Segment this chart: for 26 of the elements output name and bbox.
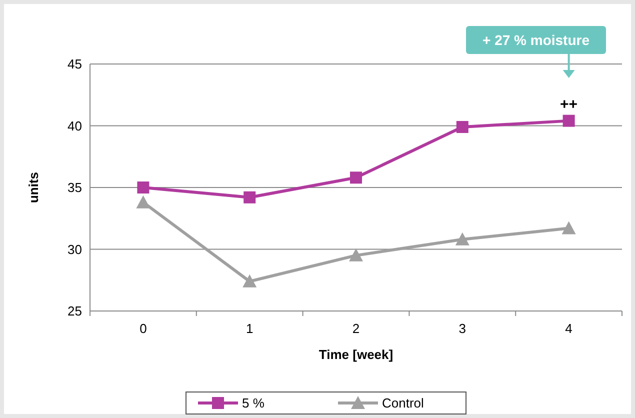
x-tick-label: 4 [565,321,572,336]
x-tick-label: 3 [458,321,466,336]
annotation: ++ [560,96,578,113]
text: + 27 % moisture [482,32,590,48]
y-tick-label: 35 [68,180,82,196]
y-tick-label: 45 [68,56,82,72]
point [562,221,576,234]
y-tick-label: 40 [68,118,82,134]
point [350,172,362,184]
legend-label: 5 % [242,396,265,411]
x-tick-label: 2 [352,321,360,336]
point [242,274,257,288]
y-tick-label: 25 [68,304,82,319]
y-axis-title: units [26,172,41,204]
point [137,182,150,194]
point [244,191,256,204]
point [136,195,150,208]
legend-label: Control [382,396,424,411]
point [562,114,575,127]
x-tick-label: 0 [140,321,147,336]
y-tick-label: 30 [68,242,82,257]
point [456,120,468,133]
x-axis-title: Time [week] [318,347,394,362]
point [349,248,363,262]
point [455,232,470,246]
x-tick-label: 1 [246,321,254,336]
